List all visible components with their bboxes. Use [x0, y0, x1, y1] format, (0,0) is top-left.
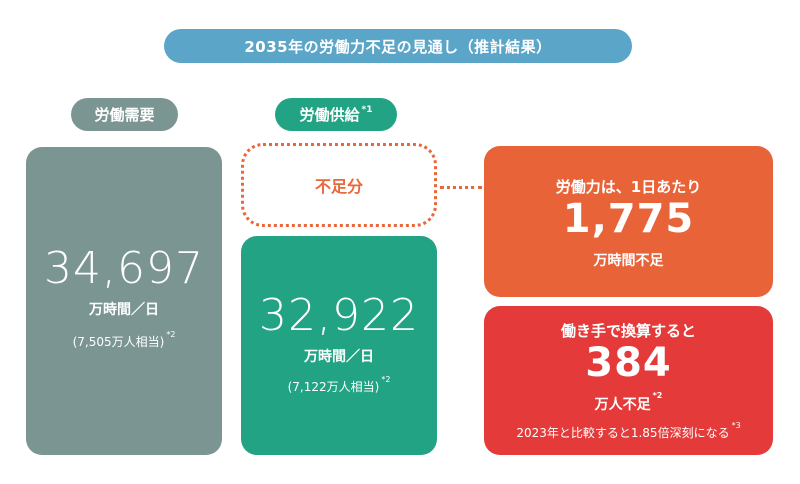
people-shortage-note-line: 2023年と比較すると1.85倍深刻になる*3	[484, 421, 773, 441]
supply-note-line: (7,122万人相当)*2	[241, 375, 437, 395]
demand-note-mark: *2	[166, 330, 176, 339]
people-shortage-note: 2023年と比較すると1.85倍深刻になる	[516, 426, 730, 440]
shortage-connector	[440, 186, 482, 189]
supply-label: 労働供給	[299, 106, 360, 124]
supply-label-mark: *1	[361, 104, 373, 115]
hours-shortage-heading: 労働力は、1日あたり	[555, 178, 702, 196]
supply-label-pill: 労働供給 *1	[275, 98, 397, 131]
supply-value: 32,922	[259, 290, 419, 341]
demand-label: 労働需要	[71, 98, 178, 131]
demand-note-line: (7,505万人相当)*2	[26, 330, 222, 350]
people-shortage-unit: 万人不足	[594, 397, 651, 413]
hours-shortage-unit: 万時間不足	[593, 253, 664, 269]
hours-shortage-card: 労働力は、1日あたり 1,775 万時間不足	[484, 146, 773, 297]
shortage-label: 不足分	[314, 177, 363, 196]
demand-note: (7,505万人相当)	[72, 335, 165, 349]
people-shortage-note-mark: *3	[731, 421, 741, 430]
supply-unit: 万時間／日	[304, 349, 374, 365]
people-shortage-value: 384	[585, 340, 672, 386]
demand-value: 34,697	[44, 243, 204, 294]
demand-unit: 万時間／日	[89, 302, 159, 318]
diagram-title: 2035年の労働力不足の見通し（推計結果）	[164, 29, 632, 63]
supply-note: (7,122万人相当)	[287, 380, 380, 394]
people-shortage-unit-line: 万人不足*2	[484, 391, 773, 414]
hours-shortage-value: 1,775	[562, 196, 695, 242]
people-shortage-heading: 働き手で換算すると	[560, 322, 696, 340]
people-shortage-unit-mark: *2	[652, 391, 663, 401]
shortage-box: 不足分	[241, 143, 437, 227]
supply-note-mark: *2	[381, 375, 391, 384]
supply-card: 32,922 万時間／日 (7,122万人相当)*2	[241, 236, 437, 455]
demand-card: 34,697 万時間／日 (7,505万人相当)*2	[26, 147, 222, 455]
people-shortage-card: 働き手で換算すると 384 万人不足*2 2023年と比較すると1.85倍深刻に…	[484, 306, 773, 455]
